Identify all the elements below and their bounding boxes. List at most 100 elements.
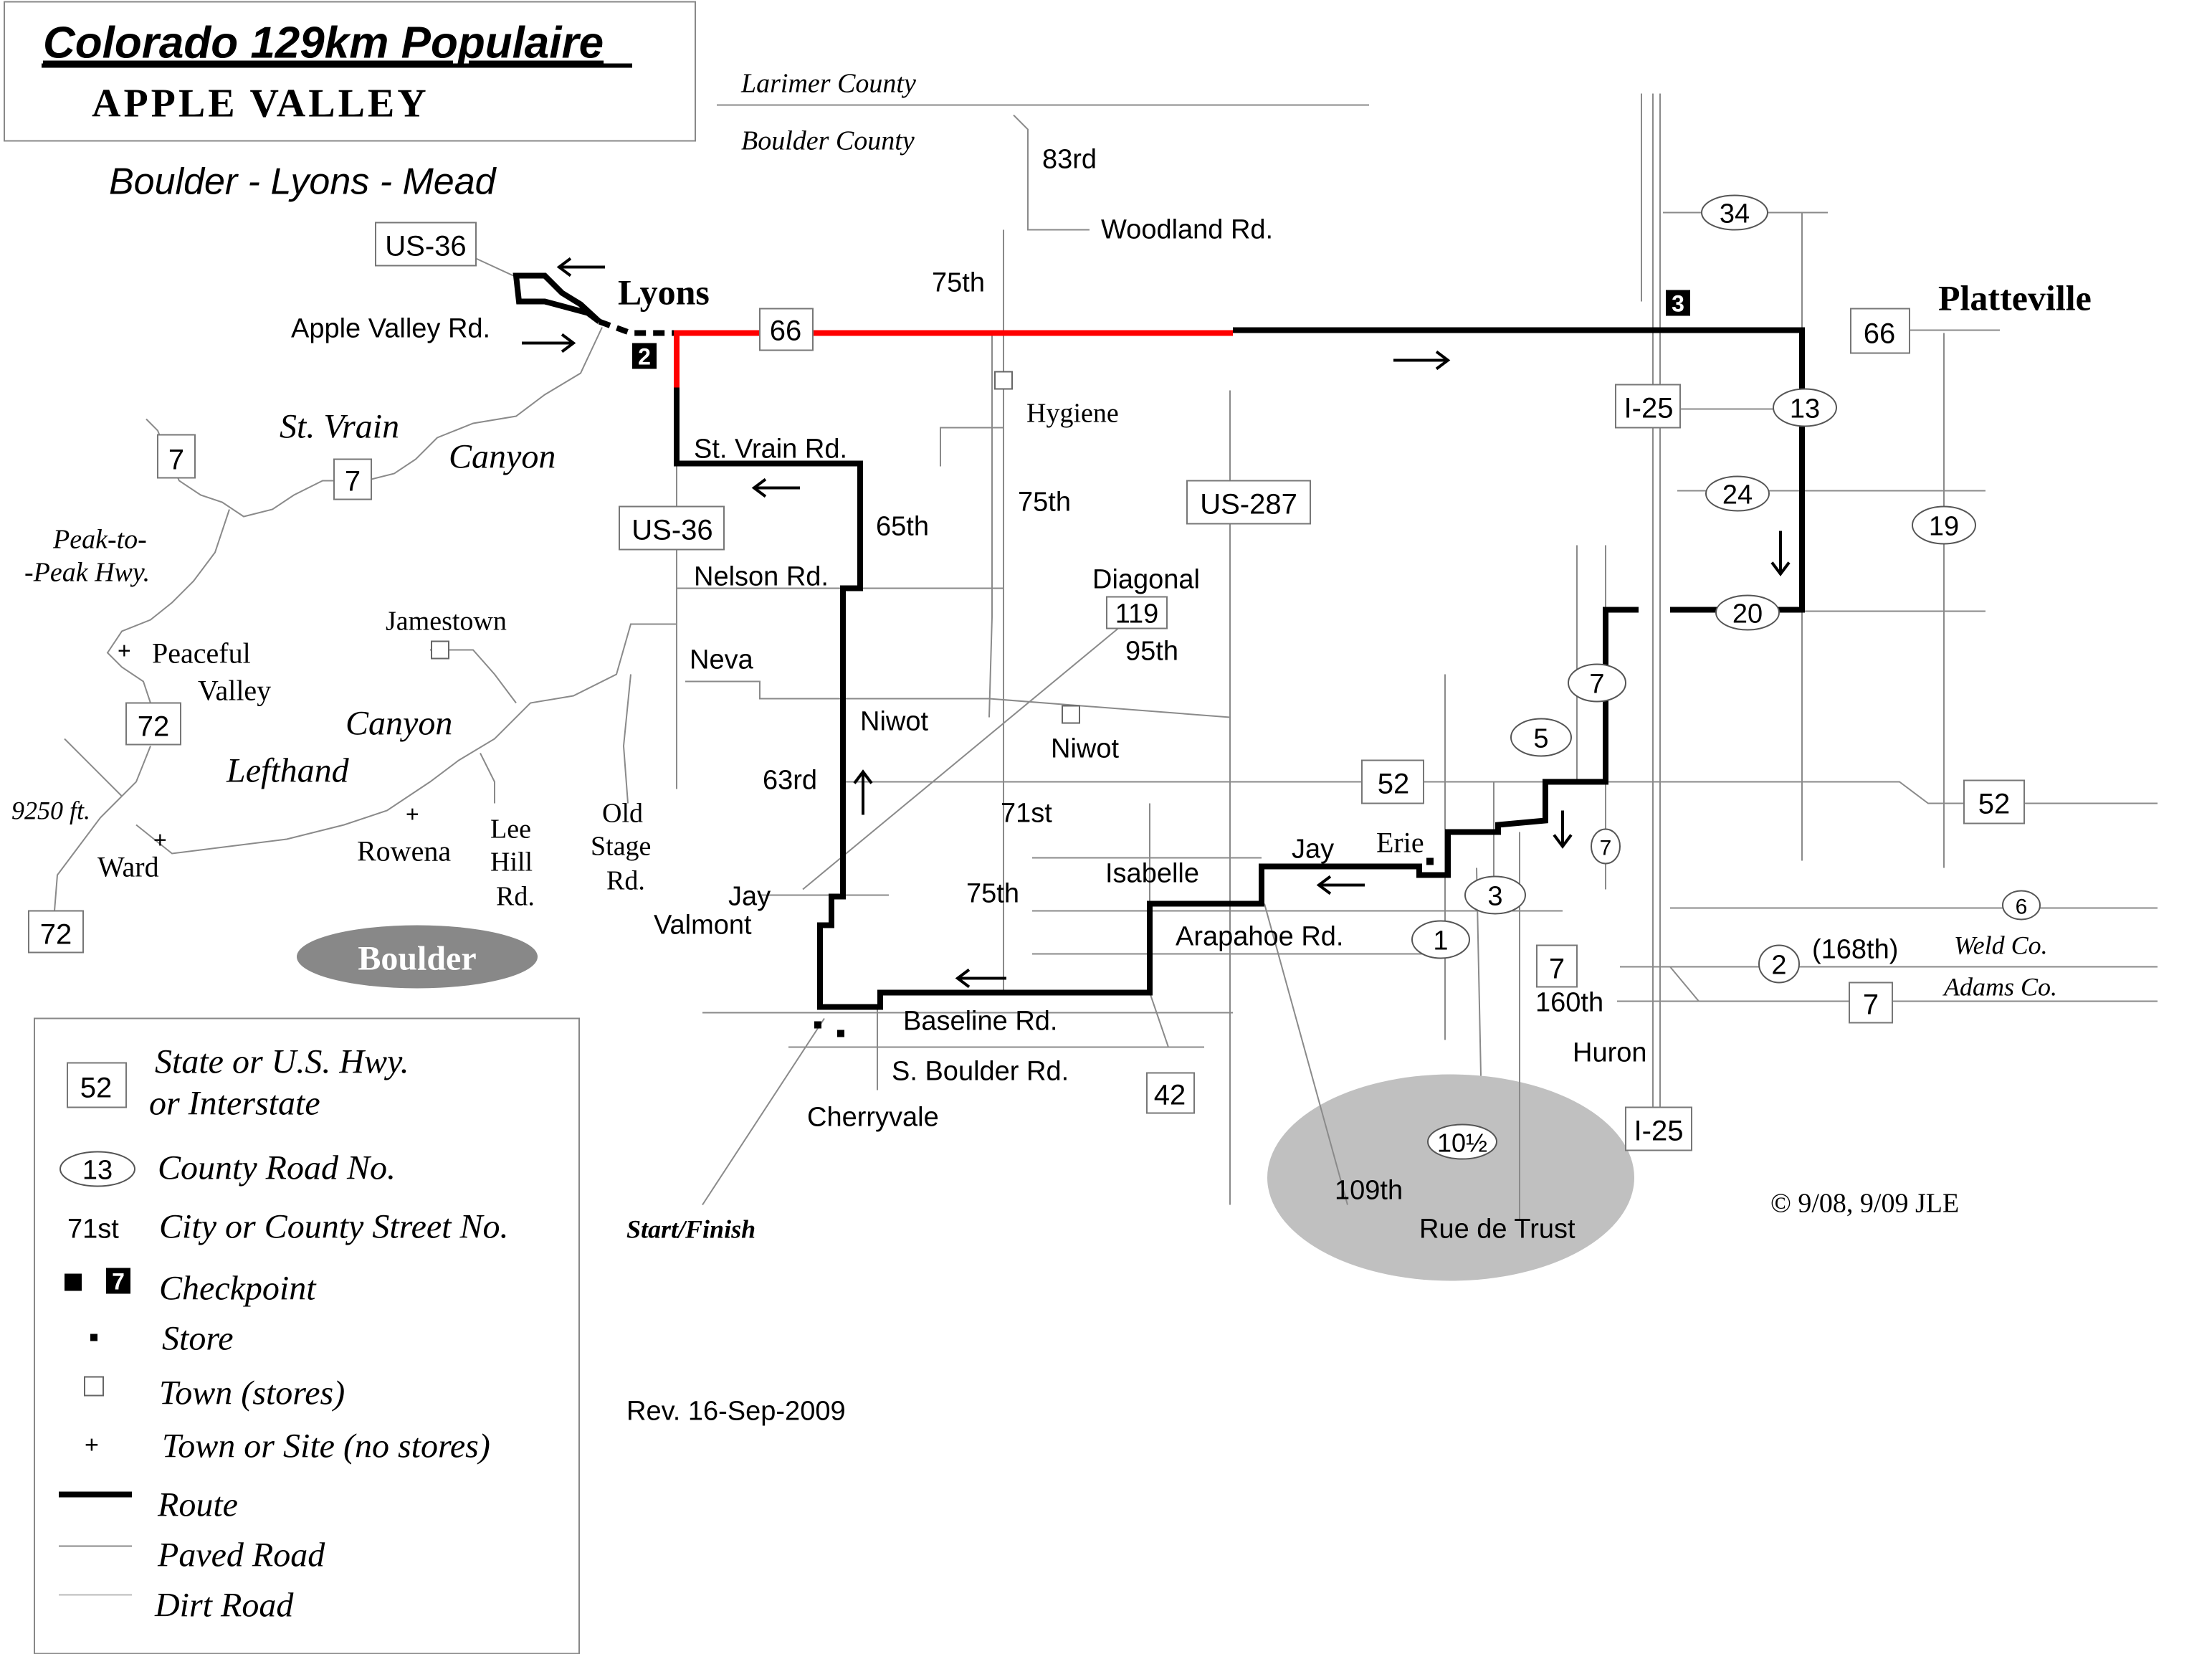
street-label: Baseline Rd. (903, 1007, 1057, 1037)
town-no-stores-icon: + (118, 638, 131, 664)
legend-street-sample: 71st (67, 1215, 119, 1245)
street-label: Rue de Trust (1419, 1215, 1575, 1245)
arrow-right-icon (1393, 352, 1448, 369)
town-hygiene: Hygiene (1026, 399, 1119, 429)
area-ellipse (1267, 1075, 1634, 1281)
town-peaceful-valley: Valley (198, 675, 271, 707)
store-icon (837, 1030, 844, 1037)
street-label: (168th) (1812, 935, 1898, 965)
street-label: Woodland Rd. (1101, 215, 1273, 245)
road-72-south (54, 746, 151, 911)
shield-label: US-36 (385, 231, 466, 262)
legend-highway-label: State or U.S. Hwy. (155, 1043, 409, 1081)
legend-county-label: County Road No. (158, 1149, 396, 1187)
road-lee-hill-label: Lee (490, 814, 531, 845)
legend-highway-label: or Interstate (149, 1085, 320, 1123)
shield-label: 7 (1549, 954, 1565, 985)
legend-store-label: Store (162, 1320, 234, 1358)
shield-label: 7 (1589, 670, 1604, 700)
shield-label: US-36 (631, 515, 712, 546)
arrow-up-icon (854, 772, 872, 815)
street-label: 95th (1125, 637, 1178, 667)
street-label: 75th (932, 268, 985, 298)
road-lee-hill-label: Hill (490, 847, 533, 878)
street-label: Jay (728, 882, 771, 912)
road-lee-hill (480, 754, 495, 804)
shield-label: US-287 (1200, 489, 1297, 521)
arrow-left-icon (754, 480, 800, 497)
town-stores-icon (995, 372, 1012, 389)
road-lee-hill-label: Rd. (496, 882, 535, 912)
town-rowena: Rowena (357, 835, 451, 868)
street-label: S. Boulder Rd. (892, 1057, 1069, 1087)
road-st-vrain-canyon (146, 259, 602, 517)
street-label: Niwot (860, 707, 928, 737)
revision-label: Rev. 16-Sep-2009 (626, 1397, 846, 1427)
street-label: 75th (966, 879, 1019, 909)
street-label: 65th (876, 512, 929, 542)
shield-label: 72 (138, 711, 170, 743)
start-finish-label: Start/Finish (626, 1215, 755, 1244)
copyright-label: © 9/08, 9/09 JLE (1770, 1189, 1959, 1219)
title-block: Colorado 129km Populaire APPLE VALLEY (4, 2, 695, 141)
street-label: Valmont (654, 911, 752, 941)
legend-dirt-label: Dirt Road (154, 1587, 294, 1625)
route-lyons-connector (599, 322, 677, 333)
feature-canyon: Canyon (345, 705, 452, 743)
street-label: St. Vrain Rd. (694, 434, 847, 465)
shield-label: 34 (1720, 199, 1750, 229)
shield-label: I-25 (1624, 393, 1674, 424)
county-label-larimer: Larimer County (740, 69, 916, 99)
feature-canyon: Canyon (449, 438, 556, 476)
street-label: Arapahoe Rd. (1176, 922, 1344, 952)
shield-label: 5 (1533, 724, 1548, 754)
shield-label: 66 (1864, 318, 1896, 350)
shield-label: 7 (168, 445, 184, 476)
county-label-adams: Adams Co. (1942, 973, 2057, 1002)
street-label: Jay (1292, 835, 1334, 865)
shield-label: 7 (345, 466, 361, 498)
legend-town-stores-icon (85, 1377, 103, 1396)
title-underline (42, 64, 632, 68)
legend: 52 State or U.S. Hwy. or Interstate 13 C… (34, 1019, 579, 1654)
legend-highway-sample: 52 (80, 1073, 113, 1104)
town-ward: Ward (97, 851, 159, 883)
street-label: 71st (1001, 799, 1052, 829)
legend-town-no-stores-label: Town or Site (no stores) (162, 1427, 490, 1465)
shield-label: 66 (770, 315, 802, 347)
feature-peak-to-peak: Peak-to- (52, 525, 147, 555)
legend-county-sample: 13 (82, 1156, 113, 1186)
map-subtitle: APPLE VALLEY (92, 82, 429, 126)
street-label: 160th (1535, 988, 1603, 1018)
map-title: Colorado 129km Populaire (43, 19, 604, 68)
shield-label: 7 (1600, 837, 1612, 860)
street-label: Diagonal (1092, 565, 1200, 595)
street-label: 63rd (763, 766, 817, 796)
legend-checkpoint-icon (65, 1274, 82, 1291)
feature-peak-to-peak: -Peak Hwy. (24, 558, 150, 588)
street-label: Neva (690, 645, 754, 675)
road-old-stage-label: Stage (591, 832, 651, 862)
checkpoint-number: 2 (638, 344, 651, 370)
start-finish-leader (702, 1019, 824, 1205)
shield-label: 7 (1863, 989, 1879, 1021)
town-erie: Erie (1376, 827, 1424, 859)
town-boulder: Boulder (358, 940, 476, 978)
street-label: Isabelle (1105, 859, 1199, 889)
feature-st-vrain: St. Vrain (280, 408, 399, 446)
street-label: Huron (1573, 1038, 1647, 1068)
county-label-boulder: Boulder County (741, 126, 915, 156)
legend-checkpoint-sample: 7 (112, 1269, 125, 1295)
arrow-right-icon (522, 335, 573, 352)
arrow-down-icon (1554, 811, 1571, 847)
shield-label: 1 (1433, 926, 1448, 956)
legend-store-icon (90, 1334, 97, 1341)
town-niwot: Niwot (1051, 734, 1119, 764)
town-peaceful-valley: Peaceful (152, 637, 251, 670)
arrow-down-icon (1772, 531, 1789, 574)
road-75th (940, 331, 1003, 718)
town-stores-icon (1062, 706, 1079, 723)
shield-label: 119 (1115, 599, 1159, 629)
road-old-stage (624, 675, 631, 804)
arrow-left-icon (1319, 877, 1365, 894)
